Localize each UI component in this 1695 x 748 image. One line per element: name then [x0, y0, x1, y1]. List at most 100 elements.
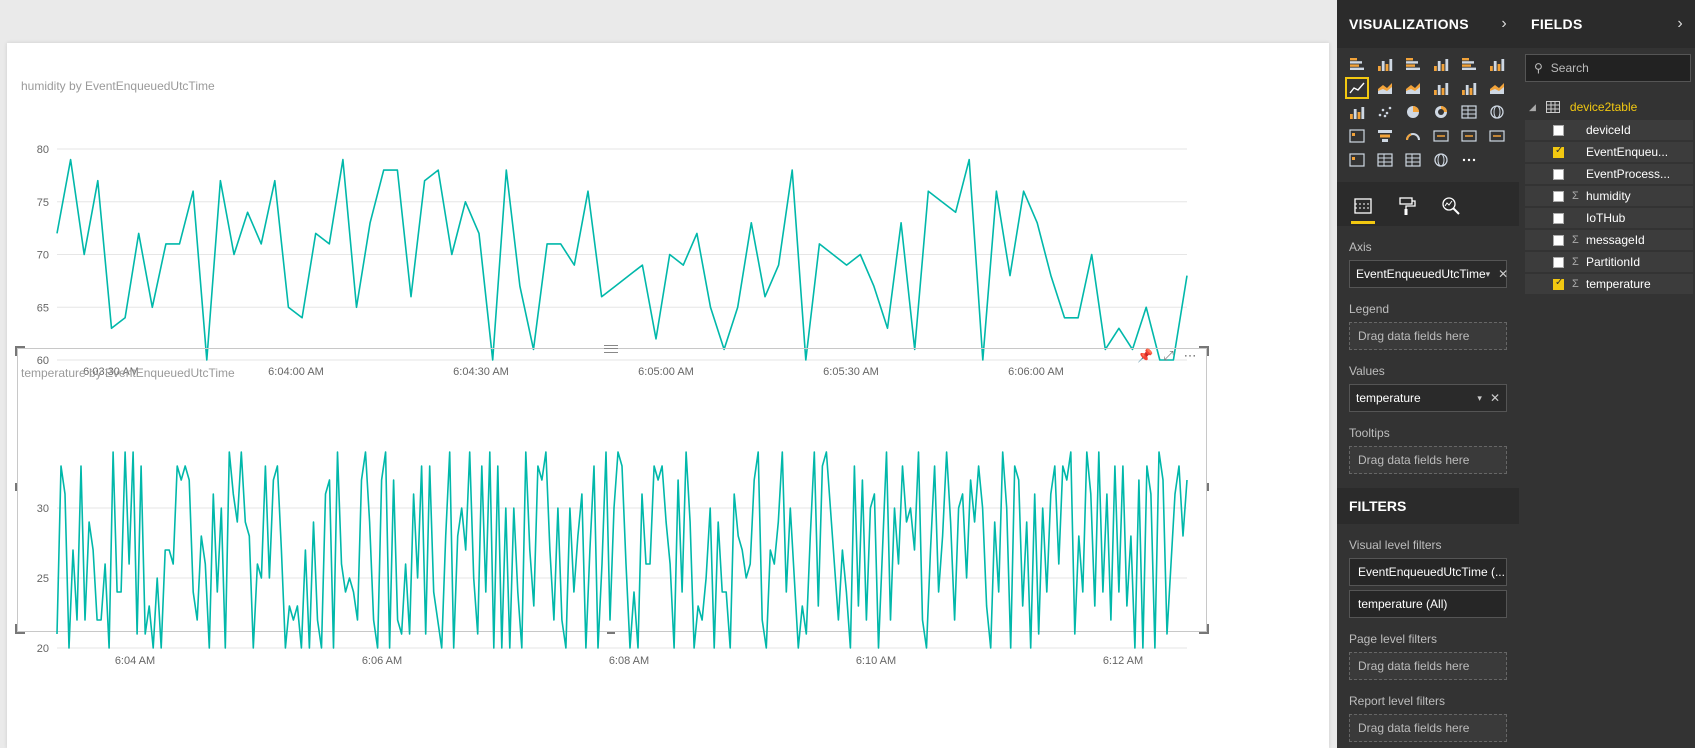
field-name: IoTHub — [1586, 211, 1626, 225]
viz-clustered-column-icon[interactable] — [1430, 54, 1452, 74]
axis-remove-icon[interactable]: ✕ — [1498, 267, 1509, 281]
resize-handle-bottom-left[interactable] — [15, 624, 25, 634]
humidity-chart-plot: 60 65 70 75 80 6:03:30 AM 6:04:00 AM 6:04:30 AM… — [37, 144, 1188, 378]
axis-well-field[interactable]: EventEnqueuedUtcTime ▾ ✕ — [1349, 260, 1509, 288]
values-dropdown-icon[interactable]: ▾ — [1477, 392, 1482, 403]
viz-100-stacked-column-icon[interactable] — [1486, 54, 1508, 74]
focus-mode-icon[interactable]: ⤢ — [1163, 348, 1174, 363]
viz-globe-icon[interactable] — [1430, 150, 1452, 170]
more-options-icon[interactable]: ⋯ — [1183, 348, 1197, 363]
resize-handle-top-left[interactable] — [15, 346, 25, 356]
viz-stacked-bar-icon[interactable] — [1346, 54, 1368, 74]
field-checkbox[interactable] — [1553, 124, 1564, 136]
collapse-fields-icon[interactable]: › — [1677, 15, 1683, 32]
values-remove-icon[interactable]: ✕ — [1489, 391, 1500, 405]
field-row-partitionid[interactable]: Σ PartitionId — [1525, 252, 1693, 272]
field-row-eventenqueu[interactable]: EventEnqueu... — [1525, 142, 1693, 162]
viz-slicer-icon[interactable] — [1346, 150, 1368, 170]
field-name: EventProcess... — [1586, 167, 1671, 181]
y-tick-label: 60 — [37, 355, 49, 367]
viz-scatter-icon[interactable] — [1374, 102, 1396, 122]
temperature-line-chart[interactable]: temperature by EventEnqueuedUtcTime 20 25… — [21, 366, 1211, 667]
viz-donut-icon[interactable] — [1430, 102, 1452, 122]
field-list: deviceId EventEnqueu... EventProcess... Σhu… — [1519, 120, 1695, 294]
field-row-eventprocess[interactable]: EventProcess... — [1525, 164, 1693, 184]
viz-clustered-bar-icon[interactable] — [1402, 54, 1424, 74]
viz-stacked-area-icon[interactable] — [1402, 78, 1424, 98]
filter-card-temperature[interactable]: temperature (All) — [1349, 590, 1507, 618]
sigma-icon: Σ — [1572, 256, 1579, 268]
field-checkbox[interactable] — [1553, 145, 1564, 158]
move-handle[interactable] — [604, 345, 618, 353]
x-tick-label: 6:04:30 AM — [453, 366, 509, 378]
sigma-icon: Σ — [1572, 278, 1579, 290]
legend-drop-zone[interactable]: Drag data fields here — [1349, 322, 1507, 350]
field-row-iothub[interactable]: IoTHub — [1525, 208, 1693, 228]
viz-stacked-column-icon[interactable] — [1374, 54, 1396, 74]
x-tick-label: 6:12 AM — [1103, 655, 1143, 667]
table-node-device2table[interactable]: ◢ device2table — [1519, 82, 1695, 120]
viz-card-icon[interactable] — [1430, 126, 1452, 146]
field-checkbox[interactable] — [1553, 190, 1564, 202]
viz-table-icon[interactable] — [1374, 150, 1396, 170]
viz-100-stacked-bar-icon[interactable] — [1458, 54, 1480, 74]
visualizations-header: VISUALIZATIONS › — [1337, 0, 1519, 48]
field-checkbox[interactable] — [1553, 277, 1564, 290]
values-well-field[interactable]: temperature ▾ ✕ — [1349, 384, 1507, 412]
pin-icon[interactable]: 📌 — [1137, 348, 1154, 363]
resize-handle-top-right[interactable] — [1199, 346, 1209, 356]
viz-funnel-icon[interactable] — [1374, 126, 1396, 146]
report-level-filters-label: Report level filters — [1349, 694, 1446, 708]
humidity-line-chart[interactable]: humidity by EventEnqueuedUtcTime 60 65 70 7… — [21, 79, 1221, 378]
field-row-deviceid[interactable]: deviceId — [1525, 120, 1693, 140]
viz-gauge-icon[interactable] — [1402, 126, 1424, 146]
viz-more-icon[interactable] — [1458, 150, 1480, 170]
viz-area-icon[interactable] — [1374, 78, 1396, 98]
resize-handle-left[interactable] — [15, 483, 25, 491]
axis-dropdown-icon[interactable]: ▾ — [1485, 268, 1491, 279]
resize-handle-bottom-right[interactable] — [1199, 624, 1209, 634]
visualization-tabs — [1337, 182, 1519, 226]
viz-multi-row-card-icon[interactable] — [1458, 126, 1480, 146]
viz-line-clustered-column-icon[interactable] — [1458, 78, 1480, 98]
fields-tab[interactable] — [1349, 192, 1377, 224]
report-filter-drop-zone[interactable]: Drag data fields here — [1349, 714, 1507, 742]
collapse-visualizations-icon[interactable]: › — [1501, 15, 1507, 32]
expand-triangle-icon[interactable]: ◢ — [1529, 101, 1536, 112]
resize-handle-bottom[interactable] — [607, 624, 615, 634]
tooltips-drop-zone[interactable]: Drag data fields here — [1349, 446, 1507, 474]
analytics-tab[interactable] — [1437, 192, 1465, 220]
sigma-icon: Σ — [1572, 190, 1579, 202]
temperature-chart-plot: 20 25 30 6:04 AM 6:06 AM 6:08 AM 6:10 AM 6:12 A… — [37, 451, 1188, 667]
viz-matrix-icon[interactable] — [1402, 150, 1424, 170]
viz-line-column-icon[interactable] — [1430, 78, 1452, 98]
viz-pie-icon[interactable] — [1402, 102, 1424, 122]
viz-ribbon-icon[interactable] — [1486, 78, 1508, 98]
viz-treemap-icon[interactable] — [1458, 102, 1480, 122]
field-checkbox[interactable] — [1553, 212, 1564, 224]
visualizations-title: VISUALIZATIONS — [1349, 16, 1469, 32]
viz-line-icon[interactable] — [1345, 77, 1369, 99]
field-checkbox[interactable] — [1553, 256, 1564, 268]
viz-map-icon[interactable] — [1486, 102, 1508, 122]
field-checkbox[interactable] — [1553, 234, 1564, 246]
viz-kpi-icon[interactable] — [1486, 126, 1508, 146]
series-line[interactable] — [56, 158, 1188, 361]
field-name: deviceId — [1586, 123, 1631, 137]
resize-handle-right[interactable] — [1199, 483, 1209, 491]
viz-filled-map-icon[interactable] — [1346, 126, 1368, 146]
series-line[interactable] — [56, 451, 1188, 649]
viz-waterfall-icon[interactable] — [1346, 102, 1368, 122]
filter-card-eventenqueued[interactable]: EventEnqueuedUtcTime (... — [1349, 558, 1507, 586]
x-tick-label: 6:04 AM — [115, 655, 155, 667]
fields-well-icon — [1354, 198, 1372, 214]
field-checkbox[interactable] — [1553, 168, 1564, 180]
page-filter-drop-zone[interactable]: Drag data fields here — [1349, 652, 1507, 680]
fields-search-input[interactable]: ⚲ Search — [1525, 54, 1691, 82]
x-tick-label: 6:05:00 AM — [638, 366, 694, 378]
format-tab[interactable] — [1393, 192, 1421, 220]
visualization-gallery — [1337, 48, 1519, 174]
